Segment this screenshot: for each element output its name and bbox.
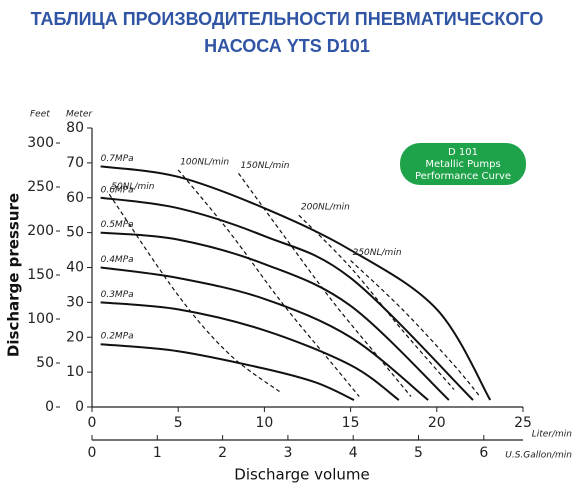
y-axis-label: Discharge pressure	[5, 193, 23, 357]
curve	[298, 214, 455, 390]
curve-label: 0.6MPa	[101, 185, 134, 195]
y2-tick-label: 200	[27, 223, 54, 239]
x2-unit: U.S.Gallon/min	[505, 451, 572, 461]
x2-tick-label: 1	[153, 445, 162, 461]
curve-label: 0.7MPa	[101, 154, 134, 164]
x-tick-label: 20	[428, 415, 446, 431]
curve	[238, 172, 412, 397]
curve	[100, 266, 429, 401]
x-tick-label: 15	[342, 415, 360, 431]
y-tick-label: 20	[66, 329, 84, 345]
y2-unit: Feet	[30, 110, 50, 120]
badge-text: Performance Curve	[415, 171, 511, 182]
curve-label: 200NL/min	[301, 203, 350, 213]
curve-label: 250NL/min	[353, 248, 402, 258]
curve-label: 0.3MPa	[101, 290, 134, 300]
y-tick-label: 40	[66, 260, 84, 276]
badge	[400, 143, 526, 185]
chart-title: НАСОСА YTS D101	[204, 36, 370, 56]
curve-label: 150NL/min	[241, 161, 290, 171]
x-tick-label: 25	[514, 415, 532, 431]
y2-tick-label: 100	[27, 311, 54, 327]
y-tick-label: 80	[66, 120, 84, 136]
curve	[100, 231, 450, 401]
curve-label: 100NL/min	[180, 157, 229, 167]
curve-label: 50NL/min	[111, 182, 154, 192]
curve	[100, 196, 474, 401]
x-tick-label: 5	[174, 415, 183, 431]
y2-tick-label: 0	[45, 399, 54, 415]
curve	[100, 343, 355, 401]
y-tick-label: 30	[66, 294, 84, 310]
x2-tick-label: 3	[283, 445, 292, 461]
curve	[350, 260, 481, 397]
y-tick-label: 70	[66, 155, 84, 171]
x-axis-label: Discharge volume	[234, 466, 369, 484]
curve-label: 0.5MPa	[101, 220, 134, 230]
y-tick-label: 10	[66, 364, 84, 380]
y2-tick-label: 150	[27, 267, 54, 283]
x2-tick-label: 5	[414, 445, 423, 461]
curve-label: 0.2MPa	[101, 332, 134, 342]
y-tick-label: 50	[66, 225, 84, 241]
curve	[100, 301, 400, 401]
badge-text: D 101	[448, 147, 478, 158]
curve-label: 0.4MPa	[101, 255, 134, 265]
x2-tick-label: 6	[479, 445, 488, 461]
y2-tick-label: 250	[27, 179, 54, 195]
x-tick-label: 10	[255, 415, 273, 431]
curve	[177, 169, 360, 397]
y2-tick-label: 50	[36, 355, 54, 371]
badge-text: Metallic Pumps	[425, 159, 500, 170]
y-tick-label: 0	[75, 399, 84, 415]
x-tick-label: 0	[88, 415, 97, 431]
x2-tick-label: 2	[218, 445, 227, 461]
x2-tick-label: 0	[88, 445, 97, 461]
curve	[100, 165, 492, 401]
x2-tick-label: 4	[349, 445, 358, 461]
y-unit: Meter	[66, 110, 93, 120]
curve	[108, 193, 282, 394]
y2-tick-label: 300	[27, 135, 54, 151]
chart-title: ТАБЛИЦА ПРОИЗВОДИТЕЛЬНОСТИ ПНЕВМАТИЧЕСКО…	[31, 9, 544, 29]
x-unit: Liter/min	[532, 430, 573, 440]
y-tick-label: 60	[66, 190, 84, 206]
